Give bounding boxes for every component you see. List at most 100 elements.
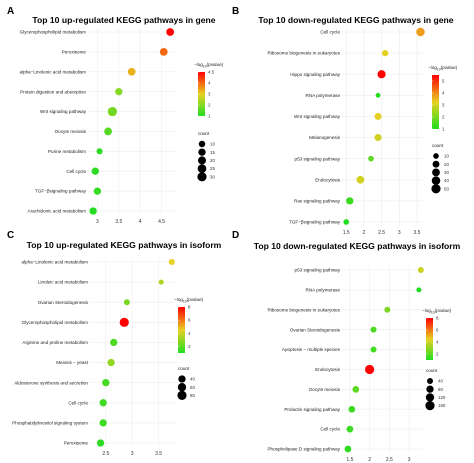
size-legend-dot — [433, 153, 439, 159]
data-point — [416, 287, 422, 293]
size-legend-label: 120 — [438, 395, 446, 400]
category-label: Linoleic acid metabolism — [38, 280, 88, 285]
color-legend-label: 8 — [188, 305, 191, 310]
color-legend-label: 2 — [188, 344, 191, 349]
x-tick-label: 2 — [363, 230, 366, 236]
category-label: Ribosome biogenesis in eukaryotes — [267, 51, 340, 56]
data-point — [346, 197, 354, 205]
data-point — [102, 379, 110, 387]
x-tick-label: 3.5 — [413, 230, 420, 236]
data-point — [107, 106, 117, 117]
color-legend-label: 2 — [436, 352, 439, 357]
category-label: Prolactin signaling pathway — [284, 407, 340, 412]
size-legend-label: 60 — [190, 385, 195, 390]
x-tick-label: 2 — [368, 457, 371, 463]
color-legend-title-suffix: (pvalue) — [187, 297, 204, 302]
category-label: Endocytosis — [315, 177, 340, 182]
color-legend-title-suffix: (pvalue) — [207, 62, 224, 67]
data-point — [123, 299, 130, 306]
category-label: Endocytosis — [315, 367, 340, 372]
category-label: Arachidonic acid metabolism — [28, 209, 87, 214]
size-legend-dot — [425, 401, 435, 411]
category-label: Ovarian Steroidogenesis — [38, 300, 89, 305]
category-label: Hippo signaling pathway — [290, 72, 341, 77]
category-label: Cell cycle — [66, 169, 86, 174]
data-point — [96, 439, 105, 447]
x-tick-label: 3.5 — [115, 219, 122, 225]
size-legend-label: 10 — [444, 154, 449, 159]
color-legend-title-suffix: (pvalue) — [441, 65, 458, 70]
size-legend-label: 10 — [210, 142, 215, 147]
size-legend-dot — [432, 168, 440, 177]
panel-d: D Top 10 down-regulated KEGG pathways in … — [232, 230, 461, 463]
category-label: Oocyte meiosis — [309, 387, 341, 392]
category-label: Cell cycle — [68, 400, 88, 405]
x-tick-label: 1.5 — [343, 230, 350, 236]
size-legend-dot — [197, 164, 207, 173]
color-legend-label: 6 — [436, 328, 439, 333]
color-legend-title: −log10(pvalue) — [428, 65, 458, 72]
category-label: alpha−Linolenic acid metabolism — [19, 69, 86, 74]
size-legend-dot — [198, 140, 206, 148]
category-label: Glycerophospholipid metabolism — [20, 30, 87, 35]
size-legend-dot — [177, 383, 187, 392]
color-legend-title: −log10(pvalue) — [194, 62, 224, 69]
data-point — [104, 127, 112, 136]
x-tick-label: 2.5 — [386, 457, 393, 463]
color-legend-title-subscript: 10 — [183, 300, 187, 304]
data-point — [110, 338, 118, 347]
category-label: RNA polymerase — [306, 287, 341, 292]
color-legend-label: 4 — [208, 81, 211, 86]
x-tick-label: 2.5 — [378, 230, 385, 236]
data-point — [416, 27, 425, 37]
size-legend-label: 15 — [210, 150, 215, 155]
color-legend-label: 2 — [442, 115, 445, 120]
size-legend-dot — [177, 390, 187, 400]
data-point — [375, 92, 381, 98]
category-label: Purine metabolism — [48, 149, 86, 154]
category-label: Ribosome biogenesis in eukaryotes — [267, 307, 340, 312]
size-legend-label: 50 — [444, 186, 449, 191]
data-point — [158, 279, 164, 285]
data-point — [377, 70, 386, 79]
data-point — [89, 207, 97, 215]
category-label: Cell cycle — [320, 427, 340, 432]
category-label: Glycerophospholipid metabolism — [22, 320, 89, 325]
panel-title: Top 10 up-regulated KEGG pathways in gen… — [32, 15, 215, 25]
category-label: Phospholipase D signaling pathway — [267, 447, 340, 452]
data-point — [346, 425, 354, 433]
size-legend-title: count — [198, 131, 210, 136]
color-legend-bar — [178, 307, 185, 353]
x-tick-label: 3 — [96, 219, 99, 225]
data-point — [365, 364, 375, 375]
color-legend-label: 1 — [208, 114, 211, 119]
color-legend-label: 3 — [442, 103, 445, 108]
panel-c: C Top 10 up-regulated KEGG pathways in is… — [7, 230, 222, 457]
size-legend-title: count — [178, 366, 190, 371]
category-label: RNA polymerase — [306, 93, 341, 98]
color-legend-title: −log10(pvalue) — [422, 308, 452, 315]
category-label: alpha−Linolenic acid metabolism — [21, 260, 88, 265]
data-point — [99, 419, 107, 427]
x-tick-label: 3 — [408, 457, 411, 463]
data-point — [344, 445, 352, 453]
color-legend-title-prefix: −log — [428, 65, 437, 70]
category-label: Apoptosis − multiple species — [282, 347, 341, 352]
data-point — [159, 48, 168, 56]
data-point — [368, 155, 374, 162]
data-point — [91, 167, 99, 175]
color-legend-label: 8 — [436, 316, 439, 321]
panel-title: Top 10 down-regulated KEGG pathways in g… — [258, 15, 453, 25]
data-point — [348, 405, 356, 413]
color-legend-label: 3 — [208, 92, 211, 97]
category-label: Phosphatidylinositol signaling system — [12, 420, 88, 425]
color-legend-title-prefix: −log — [174, 297, 183, 302]
category-label: Arginine and proline metabolism — [22, 340, 88, 345]
size-legend-label: 40 — [190, 377, 195, 382]
size-legend-label: 40 — [438, 379, 443, 384]
x-tick-label: 2.5 — [102, 451, 109, 457]
category-label: Meiosis − yeast — [56, 360, 89, 365]
data-point — [115, 88, 123, 96]
x-tick-label: 3 — [398, 230, 401, 236]
